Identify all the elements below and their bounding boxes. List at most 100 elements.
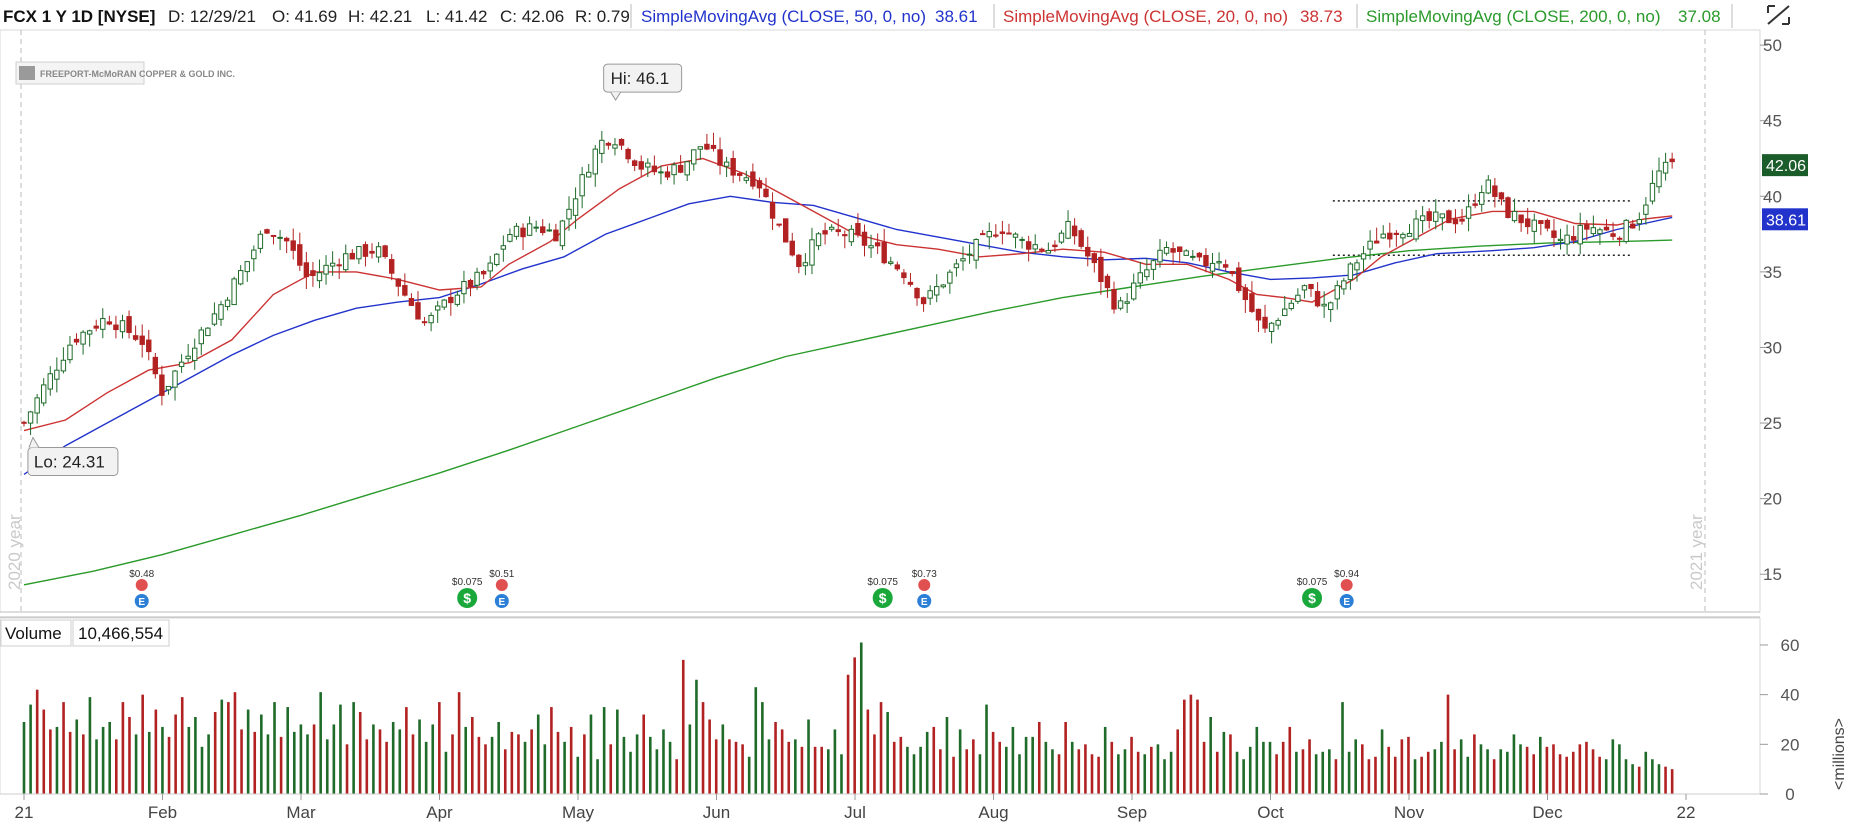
volume-bar [438, 702, 441, 794]
candle [192, 338, 198, 370]
candle [1498, 191, 1505, 206]
candle [434, 300, 441, 323]
volume-bar [1591, 749, 1595, 794]
drawing-tool-icon[interactable] [1765, 2, 1793, 28]
volume-bar [1420, 756, 1423, 794]
candle-body [1203, 255, 1209, 267]
earnings-marker[interactable]: $0.94 E [1334, 569, 1360, 608]
candle [264, 228, 270, 235]
candle-body [185, 355, 191, 360]
volume-bar [998, 741, 1002, 794]
earnings-icon [1339, 594, 1354, 608]
candle [290, 228, 296, 260]
earnings-value-label: $0.73 [912, 569, 937, 580]
price-panel [0, 29, 1761, 613]
candle [717, 137, 723, 175]
volume-bar [385, 741, 388, 794]
volume-bar [1070, 741, 1074, 794]
candle [1255, 308, 1262, 333]
y-tick-label: 35 [1763, 263, 1782, 282]
volume-bar [635, 734, 639, 794]
candle [1308, 283, 1314, 297]
candle-body [1597, 229, 1603, 235]
volume-bar [1308, 739, 1311, 794]
candle [382, 244, 388, 259]
price-y-axis: 15 20 25 30 35 40 45 50 [1760, 36, 1782, 584]
candle-body [480, 270, 487, 275]
dividend-marker[interactable]: $0.075 $ [867, 577, 898, 608]
volume-bar [1354, 739, 1358, 794]
candle-body [513, 225, 520, 237]
volume-bar [1347, 751, 1351, 794]
volume-bar [800, 746, 804, 794]
volume-bar [154, 709, 158, 794]
volume-bar [602, 707, 606, 794]
candle-body [1039, 248, 1045, 251]
candle [336, 258, 342, 279]
volume-bar [1031, 736, 1034, 794]
candle [1341, 277, 1347, 295]
volume-bar [1341, 702, 1344, 794]
volume-bar [312, 724, 316, 794]
candle-body [1413, 218, 1419, 240]
candle-body [474, 271, 480, 286]
volume-bar [1057, 754, 1061, 794]
candle-body [920, 297, 927, 305]
candle-body [776, 223, 782, 226]
candle [231, 276, 237, 306]
candle-body [553, 229, 559, 242]
candle [1091, 252, 1098, 273]
candle-body [1190, 255, 1196, 258]
candle-body [1163, 247, 1170, 254]
candle [1117, 296, 1124, 311]
candle [993, 224, 999, 238]
candle-body [323, 264, 329, 275]
candle [737, 172, 743, 182]
earnings-up-icon [135, 579, 148, 591]
volume-bar [1651, 759, 1654, 794]
candle [270, 234, 277, 245]
candle [1144, 258, 1150, 281]
candle-body [1196, 252, 1203, 258]
dividend-marker[interactable]: $0.075 $ [1297, 577, 1328, 608]
earnings-icon [134, 594, 149, 608]
earnings-marker[interactable]: $0.51 E [489, 569, 515, 608]
volume-bar [1163, 759, 1166, 794]
earnings-icon-glyph: E [921, 597, 928, 608]
candle-body [1623, 219, 1629, 243]
volume-bar [648, 736, 652, 794]
candle-body [1071, 225, 1078, 237]
y-tick-label: 15 [1763, 565, 1782, 584]
candle-body [395, 278, 401, 287]
candle [428, 312, 434, 332]
dividend-marker[interactable]: $0.075 $ [452, 577, 483, 608]
volume-bar [1275, 754, 1278, 794]
x-tick-label: Dec [1532, 803, 1563, 822]
candle-body [1531, 219, 1537, 232]
volume-bar [747, 756, 751, 794]
candle-body [1334, 285, 1340, 300]
x-tick-label: 22 [1677, 803, 1696, 822]
candle [54, 357, 60, 393]
volume-bar [398, 729, 402, 794]
candle-body [54, 369, 60, 380]
candle-body [1656, 170, 1662, 188]
earnings-marker[interactable]: $0.73 E [912, 569, 937, 608]
volume-bar [194, 717, 197, 794]
candle [769, 192, 776, 230]
candle-body [1328, 302, 1334, 311]
candle-body [966, 253, 973, 256]
volume-bar [629, 751, 632, 794]
volume-bar [523, 741, 527, 794]
dividend-icon [1302, 588, 1323, 608]
volume-bar [695, 679, 698, 794]
earnings-marker[interactable]: $0.48 E [129, 569, 155, 608]
volume-bar [919, 746, 922, 794]
candle-body [940, 284, 946, 288]
candle [60, 347, 67, 374]
candle [1538, 220, 1544, 236]
candle [356, 246, 362, 265]
candle-body [763, 188, 769, 198]
candle-body [349, 252, 356, 260]
candle [1551, 218, 1557, 248]
